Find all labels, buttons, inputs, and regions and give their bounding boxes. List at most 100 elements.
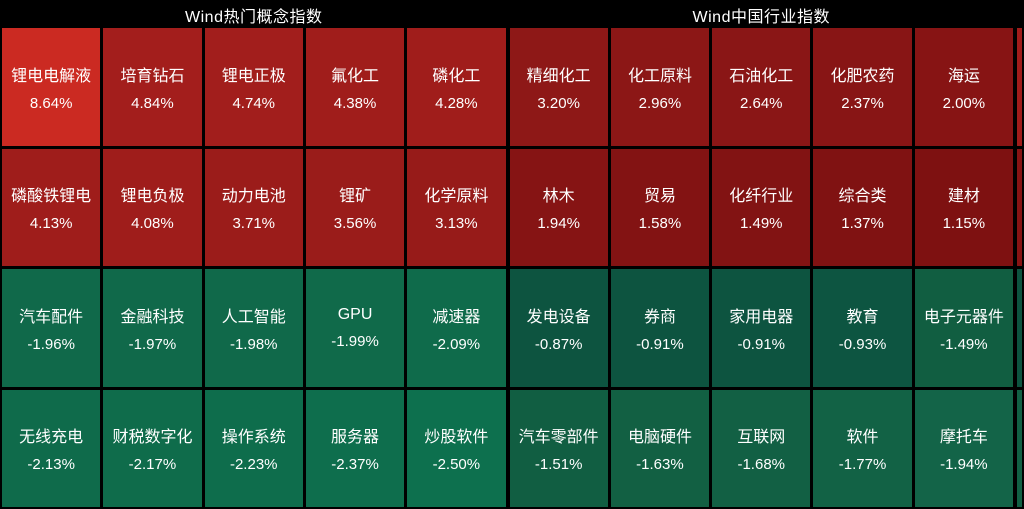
tile-value: -0.93% bbox=[838, 335, 887, 353]
heatmap-tile[interactable]: 磷化工 4.28% bbox=[407, 28, 506, 146]
tile-value: 3.13% bbox=[435, 215, 478, 233]
tile-label: 减速器 bbox=[432, 308, 481, 326]
heatmap-tile[interactable]: 汽车配件 -1.96% bbox=[2, 269, 101, 387]
tile-label: 综合类 bbox=[838, 188, 887, 206]
tile-label: 家用电器 bbox=[729, 308, 794, 326]
tile-value: -2.50% bbox=[432, 456, 481, 474]
tile-value: -2.13% bbox=[27, 456, 75, 474]
heatmap-tile[interactable]: 化工原料 2.96% bbox=[610, 28, 710, 146]
tile-value: -2.17% bbox=[128, 456, 177, 474]
tile-label: 操作系统 bbox=[221, 429, 286, 447]
tile-label: 化工原料 bbox=[627, 67, 692, 85]
heatmap-tile[interactable]: 海运 2.00% bbox=[914, 28, 1013, 146]
heatmap-tile[interactable]: 综合类 1.37% bbox=[813, 148, 912, 266]
heatmap-tile[interactable]: 金融科技 -1.97% bbox=[103, 269, 202, 387]
tile-value: 4.28% bbox=[435, 94, 478, 112]
panel-industry-indices: Wind中国行业指数 精细化工 3.20% 化工原料 2.96% 石油化工 2.64% 化肥… bbox=[509, 2, 1013, 507]
heatmap-tile[interactable]: 林木 1.94% bbox=[509, 148, 608, 266]
heatmap-tile[interactable]: 汽车零部件 -1.51% bbox=[509, 389, 608, 507]
heatmap-tile[interactable]: 锂电负极 4.08% bbox=[103, 148, 202, 266]
tile-label: 锂电负极 bbox=[120, 188, 185, 206]
tile-value: -1.63% bbox=[636, 456, 684, 474]
heatmap-tile[interactable]: 发电设备 -0.87% bbox=[509, 269, 608, 387]
tile-value: -1.51% bbox=[534, 456, 583, 474]
industry-heatmap-grid: 精细化工 3.20% 化工原料 2.96% 石油化工 2.64% 化肥农药 2.37% 海运 2.… bbox=[509, 28, 1013, 507]
heatmap-tile[interactable]: 化肥农药 2.37% bbox=[813, 28, 912, 146]
tile-label: 石油化工 bbox=[729, 67, 794, 85]
heatmap-tile[interactable]: 摩托车 -1.94% bbox=[914, 389, 1013, 507]
heatmap-tile[interactable]: 电子元器件 -1.49% bbox=[914, 269, 1013, 387]
tile-label: 培育钻石 bbox=[120, 67, 185, 85]
tile-value: 2.37% bbox=[841, 94, 884, 112]
heatmap-tile[interactable]: 人工智能 -1.98% bbox=[204, 269, 303, 387]
heatmap-tile[interactable]: 家用电器 -0.91% bbox=[712, 269, 811, 387]
partial-tile-sliver bbox=[1017, 389, 1022, 507]
heatmap-tile[interactable]: 贸易 1.58% bbox=[610, 148, 710, 266]
tile-label: 林木 bbox=[542, 188, 575, 206]
heatmap-tile[interactable]: 软件 -1.77% bbox=[813, 389, 912, 507]
heatmap-tile[interactable]: 服务器 -2.37% bbox=[305, 389, 405, 507]
tile-label: 软件 bbox=[846, 429, 879, 447]
tile-value: 4.74% bbox=[232, 94, 276, 112]
heatmap-tile[interactable]: 石油化工 2.64% bbox=[712, 28, 811, 146]
tile-label: 汽车零部件 bbox=[518, 429, 599, 447]
tile-value: 1.15% bbox=[942, 215, 986, 233]
tile-value: 4.08% bbox=[131, 215, 174, 233]
heatmap-tile[interactable]: 减速器 -2.09% bbox=[407, 269, 506, 387]
tile-value: -1.68% bbox=[737, 456, 785, 474]
tile-label: GPU bbox=[337, 305, 373, 323]
partial-column-sliver bbox=[1017, 28, 1022, 507]
heatmap-tile[interactable]: 锂电电解液 8.64% bbox=[2, 28, 101, 146]
tile-value: -0.91% bbox=[737, 335, 785, 353]
heatmap-tile[interactable]: 化学原料 3.13% bbox=[407, 148, 506, 266]
tile-label: 贸易 bbox=[643, 188, 676, 206]
tile-label: 锂电正极 bbox=[221, 67, 286, 85]
tile-label: 化学原料 bbox=[424, 188, 489, 206]
heatmap-tile[interactable]: 无线充电 -2.13% bbox=[2, 389, 101, 507]
heatmap-tile[interactable]: 财税数字化 -2.17% bbox=[103, 389, 202, 507]
heatmap-tile[interactable]: 互联网 -1.68% bbox=[712, 389, 811, 507]
heatmap-tile[interactable]: 建材 1.15% bbox=[914, 148, 1013, 266]
heatmap-tile[interactable]: 化纤行业 1.49% bbox=[712, 148, 811, 266]
tile-label: 氟化工 bbox=[331, 67, 380, 85]
heatmap-tile[interactable]: 锂电正极 4.74% bbox=[204, 28, 303, 146]
heatmap-tile[interactable]: 动力电池 3.71% bbox=[204, 148, 303, 266]
heatmap-tile[interactable]: 锂矿 3.56% bbox=[305, 148, 405, 266]
heatmap-tile[interactable]: 炒股软件 -2.50% bbox=[407, 389, 506, 507]
partial-tile-sliver bbox=[1017, 269, 1022, 387]
tile-value: -1.99% bbox=[331, 332, 379, 350]
tile-value: 2.00% bbox=[942, 94, 986, 112]
tile-label: 券商 bbox=[643, 308, 676, 326]
tile-value: -2.23% bbox=[229, 456, 278, 474]
tile-label: 教育 bbox=[846, 308, 879, 326]
tile-label: 建材 bbox=[947, 188, 980, 206]
tile-label: 炒股软件 bbox=[424, 429, 489, 447]
tile-value: 2.96% bbox=[638, 94, 682, 112]
tile-label: 电子元器件 bbox=[923, 308, 1004, 326]
tile-value: -1.96% bbox=[27, 335, 75, 353]
tile-label: 精细化工 bbox=[526, 67, 591, 85]
tile-label: 化纤行业 bbox=[729, 188, 794, 206]
heatmap-tile[interactable]: 磷酸铁锂电 4.13% bbox=[2, 148, 101, 266]
tile-value: 2.64% bbox=[739, 94, 783, 112]
heatmap-tile[interactable]: GPU -1.99% bbox=[305, 269, 405, 387]
heatmap-tile[interactable]: 券商 -0.91% bbox=[610, 269, 710, 387]
tile-value: -1.97% bbox=[128, 335, 177, 353]
tile-label: 互联网 bbox=[737, 429, 786, 447]
heatmap-tile[interactable]: 精细化工 3.20% bbox=[509, 28, 608, 146]
tile-label: 海运 bbox=[947, 67, 980, 85]
heatmap-tile[interactable]: 氟化工 4.38% bbox=[305, 28, 405, 146]
heatmap-tile[interactable]: 培育钻石 4.84% bbox=[103, 28, 202, 146]
panel-title-industry: Wind中国行业指数 bbox=[692, 9, 830, 26]
tile-label: 发电设备 bbox=[526, 308, 591, 326]
heatmap-tile[interactable]: 教育 -0.93% bbox=[813, 269, 912, 387]
tile-label: 锂电电解液 bbox=[11, 67, 92, 85]
tile-label: 人工智能 bbox=[221, 308, 286, 326]
concept-heatmap-grid: 锂电电解液 8.64% 培育钻石 4.84% 锂电正极 4.74% 氟化工 4.38% 磷化工 4… bbox=[2, 28, 506, 507]
tile-label: 化肥农药 bbox=[830, 67, 895, 85]
panel-title-concept: Wind热门概念指数 bbox=[185, 9, 323, 26]
heatmap-tile[interactable]: 电脑硬件 -1.63% bbox=[610, 389, 710, 507]
heatmap-tile[interactable]: 操作系统 -2.23% bbox=[204, 389, 303, 507]
tile-value: 1.94% bbox=[537, 215, 580, 233]
